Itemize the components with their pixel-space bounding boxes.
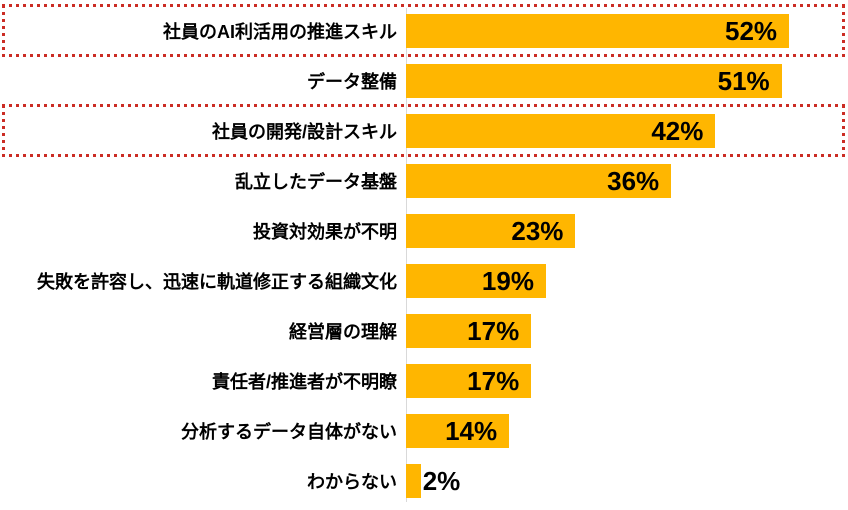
- bar-track: 36%: [406, 164, 848, 198]
- bar-track: 51%: [406, 64, 848, 98]
- value-label: 2%: [422, 466, 461, 496]
- value-label: 23%: [511, 216, 564, 246]
- bar-track: 23%: [406, 214, 848, 248]
- bar: [406, 464, 421, 498]
- value-label: 36%: [607, 166, 660, 196]
- bar-rows: 社員のAI利活用の推進スキル 52% データ整備 51% 社員の開発/設計スキル…: [0, 4, 848, 506]
- bar-track: 19%: [406, 264, 848, 298]
- category-label: わからない: [307, 472, 397, 492]
- bar: 17%: [406, 314, 532, 348]
- bar: 51%: [406, 64, 782, 98]
- bar: 36%: [406, 164, 672, 198]
- bar-track: 17%: [406, 314, 848, 348]
- category-label: 失敗を許容し、迅速に軌道修正する組織文化: [37, 272, 397, 292]
- category-label: 経営層の理解: [289, 322, 397, 342]
- category-label: データ整備: [307, 72, 397, 92]
- bar: 42%: [406, 114, 716, 148]
- bar: 23%: [406, 214, 576, 248]
- category-label: 投資対効果が不明: [253, 222, 397, 242]
- value-label: 51%: [717, 66, 770, 96]
- bar: 14%: [406, 414, 510, 448]
- bar-row: 分析するデータ自体がない 14%: [0, 406, 848, 456]
- value-label: 17%: [467, 316, 520, 346]
- bar: 52%: [406, 14, 790, 48]
- bar-row: データ整備 51%: [0, 56, 848, 106]
- value-label: 17%: [467, 366, 520, 396]
- bar-row: 乱立したデータ基盤 36%: [0, 156, 848, 206]
- bar-row: 経営層の理解 17%: [0, 306, 848, 356]
- category-label: 責任者/推進者が不明瞭: [212, 372, 397, 392]
- bar: 19%: [406, 264, 546, 298]
- bar-track: 52%: [406, 14, 848, 48]
- bar-row: 責任者/推進者が不明瞭 17%: [0, 356, 848, 406]
- category-label: 乱立したデータ基盤: [235, 172, 397, 192]
- value-label: 52%: [725, 16, 778, 46]
- y-axis-line: [406, 8, 407, 502]
- category-label: 社員のAI利活用の推進スキル: [163, 22, 397, 42]
- bar-row: 失敗を許容し、迅速に軌道修正する組織文化 19%: [0, 256, 848, 306]
- value-label: 14%: [445, 416, 498, 446]
- bar-track: 2%: [406, 464, 848, 498]
- bar-row: わからない 2%: [0, 456, 848, 506]
- bar: 17%: [406, 364, 532, 398]
- category-label: 分析するデータ自体がない: [181, 422, 397, 442]
- bar-row: 社員のAI利活用の推進スキル 52%: [0, 4, 848, 57]
- bar-row: 投資対効果が不明 23%: [0, 206, 848, 256]
- value-label: 42%: [651, 116, 704, 146]
- value-label: 19%: [481, 266, 534, 296]
- bar-track: 14%: [406, 414, 848, 448]
- bar-track: 17%: [406, 364, 848, 398]
- bar-track: 42%: [406, 114, 848, 148]
- category-label: 社員の開発/設計スキル: [212, 122, 397, 142]
- bar-row: 社員の開発/設計スキル 42%: [0, 104, 848, 157]
